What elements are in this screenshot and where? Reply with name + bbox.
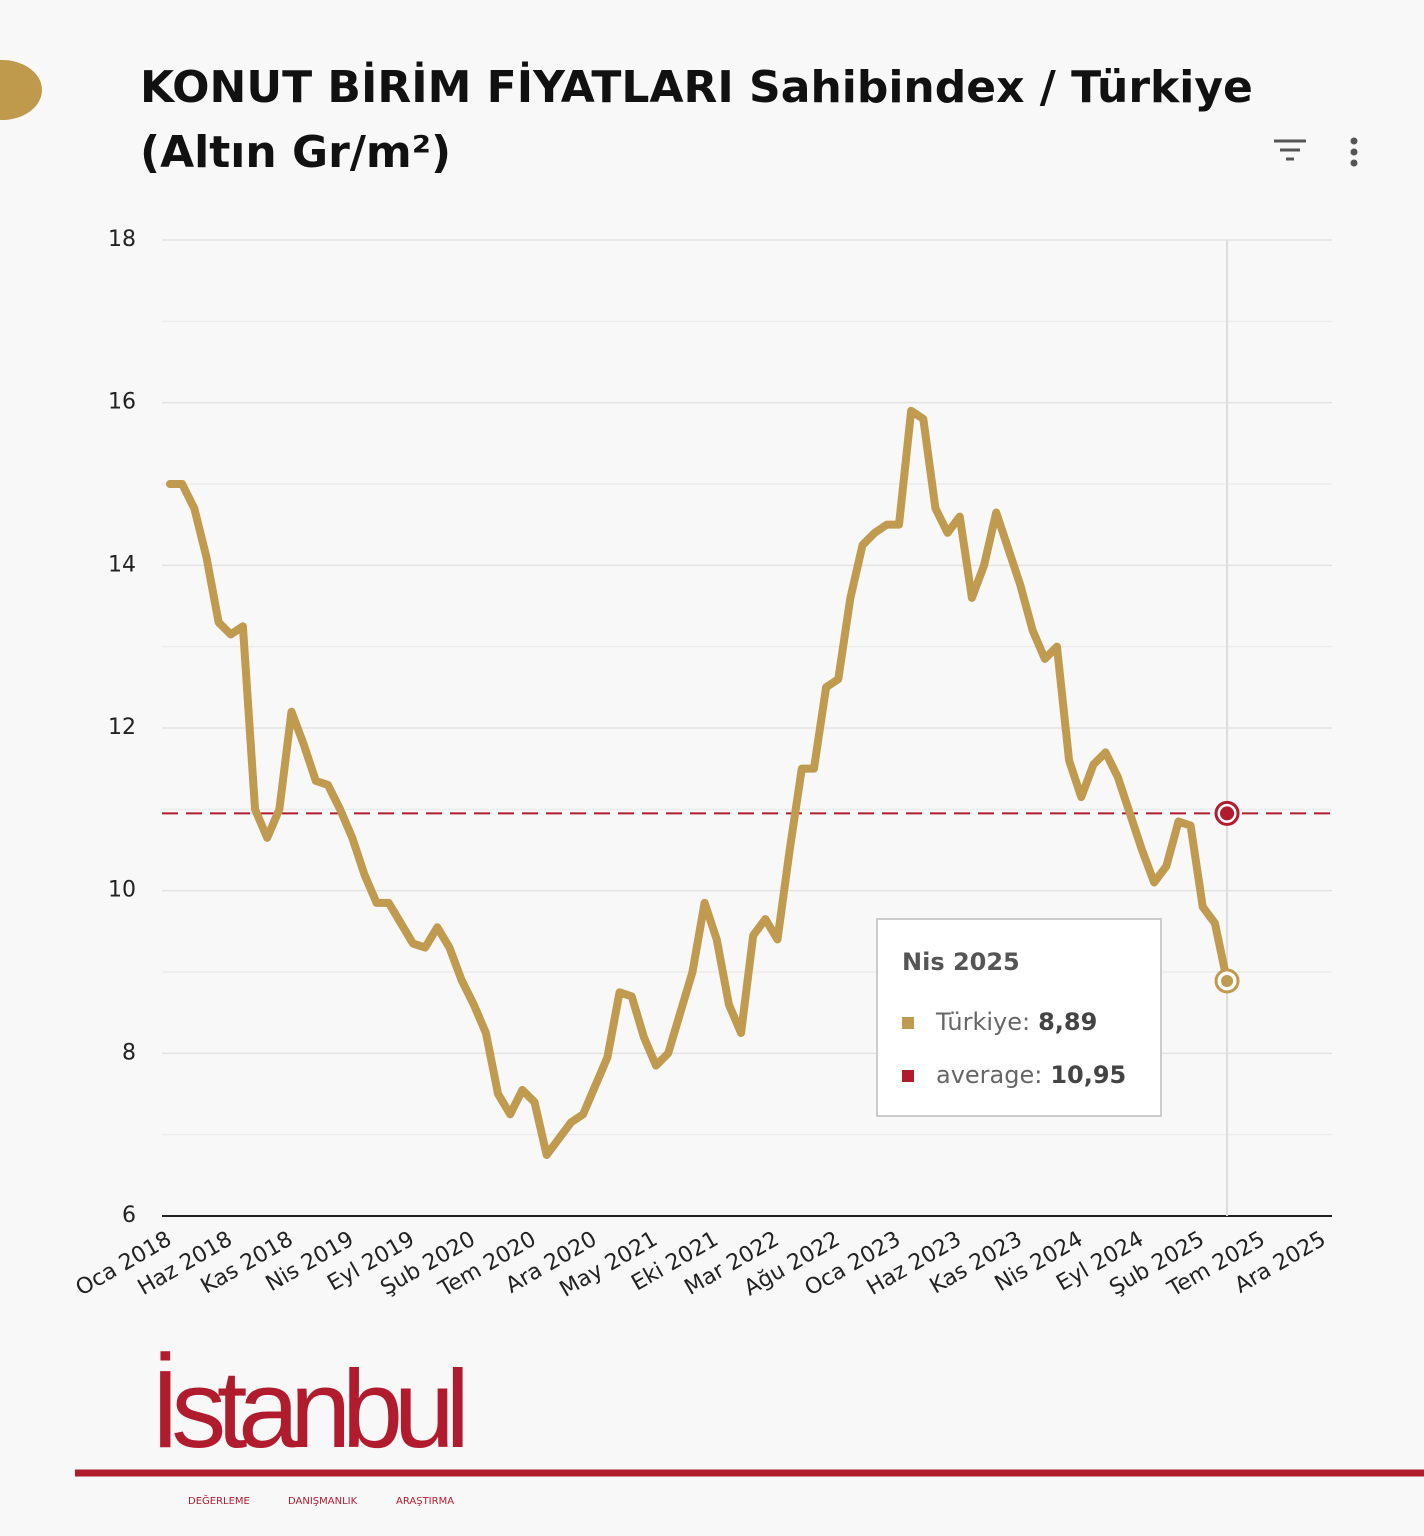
y-tick-label: 18 bbox=[108, 227, 136, 252]
tooltip-value: 10,95 bbox=[1050, 1061, 1126, 1089]
y-tick-label: 16 bbox=[108, 390, 136, 415]
y-tick-label: 14 bbox=[108, 552, 136, 577]
tooltip-box bbox=[876, 918, 1162, 1117]
reference-point-inner bbox=[1220, 806, 1235, 821]
brand-tag: DEĞERLEME bbox=[188, 1494, 250, 1507]
menu-icon[interactable] bbox=[1350, 137, 1358, 167]
decor bbox=[0, 59, 43, 121]
chart-subtitle: (Altın Gr/m²) bbox=[140, 127, 451, 178]
tooltip-item: Türkiye: 8,89 bbox=[935, 1008, 1097, 1036]
icon-dot bbox=[1350, 148, 1358, 156]
y-tick-label: 6 bbox=[122, 1203, 136, 1228]
icon-dot bbox=[1350, 159, 1358, 167]
tooltip-swatch bbox=[902, 1017, 914, 1029]
tooltip-title: Nis 2025 bbox=[902, 948, 1020, 976]
hover-point-inner bbox=[1221, 974, 1234, 987]
y-tick-label: 8 bbox=[122, 1040, 136, 1065]
data-line bbox=[166, 406, 1232, 1159]
y-tick-label: 12 bbox=[108, 715, 136, 740]
tooltip: Nis 2025 Türkiye: 8,89 average: 10,95 bbox=[876, 918, 1162, 1117]
brand-name: İstanbul bbox=[150, 1348, 470, 1471]
filter-icon[interactable] bbox=[1274, 139, 1306, 161]
brand-tag: DANIŞMANLIK bbox=[288, 1496, 358, 1507]
brand-logo: İstanbul DEĞERLEME DANIŞMANLIK ARAŞTIRMA bbox=[75, 1348, 1424, 1507]
tooltip-label: average: bbox=[936, 1061, 1042, 1089]
tooltip-item: average: 10,95 bbox=[936, 1061, 1126, 1089]
y-tick-label: 10 bbox=[108, 878, 136, 903]
chart-title: KONUT BİRİM FİYATLARI Sahibindex / Türki… bbox=[140, 60, 1253, 113]
icon-dot bbox=[1350, 137, 1358, 145]
tooltip-value: 8,89 bbox=[1038, 1008, 1097, 1036]
tooltip-swatch bbox=[902, 1070, 914, 1082]
brand-tag: ARAŞTIRMA bbox=[396, 1496, 454, 1507]
tooltip-label: Türkiye: bbox=[935, 1008, 1030, 1036]
